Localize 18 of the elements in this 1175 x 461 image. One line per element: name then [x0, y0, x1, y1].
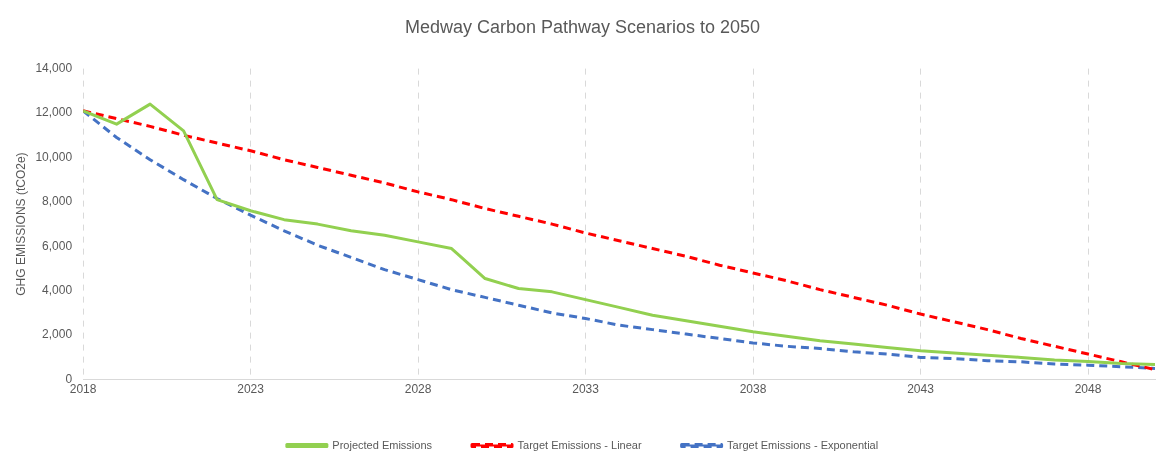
legend-label: Target Emissions - Linear — [517, 438, 642, 451]
x-tick-label: 2028 — [404, 382, 432, 397]
x-tick-label: 2038 — [739, 382, 767, 397]
x-tick-label: 2023 — [237, 382, 265, 397]
y-axis-title: GHG EMISSIONS (tCO2e) — [13, 152, 28, 296]
x-tick-label: 2033 — [572, 382, 600, 397]
x-tick-label: 2043 — [907, 382, 935, 397]
y-tick-label: 10,000 — [35, 149, 73, 164]
y-tick-label: 2,000 — [42, 327, 73, 342]
y-tick-label: 6,000 — [42, 238, 73, 253]
legend-label: Projected Emissions — [332, 438, 433, 451]
y-tick-label: 14,000 — [35, 60, 73, 75]
y-tick-label: 8,000 — [42, 194, 73, 209]
x-tick-label: 2048 — [1074, 382, 1102, 397]
legend-label: Target Emissions - Exponential — [727, 438, 879, 451]
chart-title: Medway Carbon Pathway Scenarios to 2050 — [404, 16, 761, 37]
y-tick-label: 12,000 — [35, 105, 73, 120]
y-tick-label: 4,000 — [42, 283, 73, 298]
